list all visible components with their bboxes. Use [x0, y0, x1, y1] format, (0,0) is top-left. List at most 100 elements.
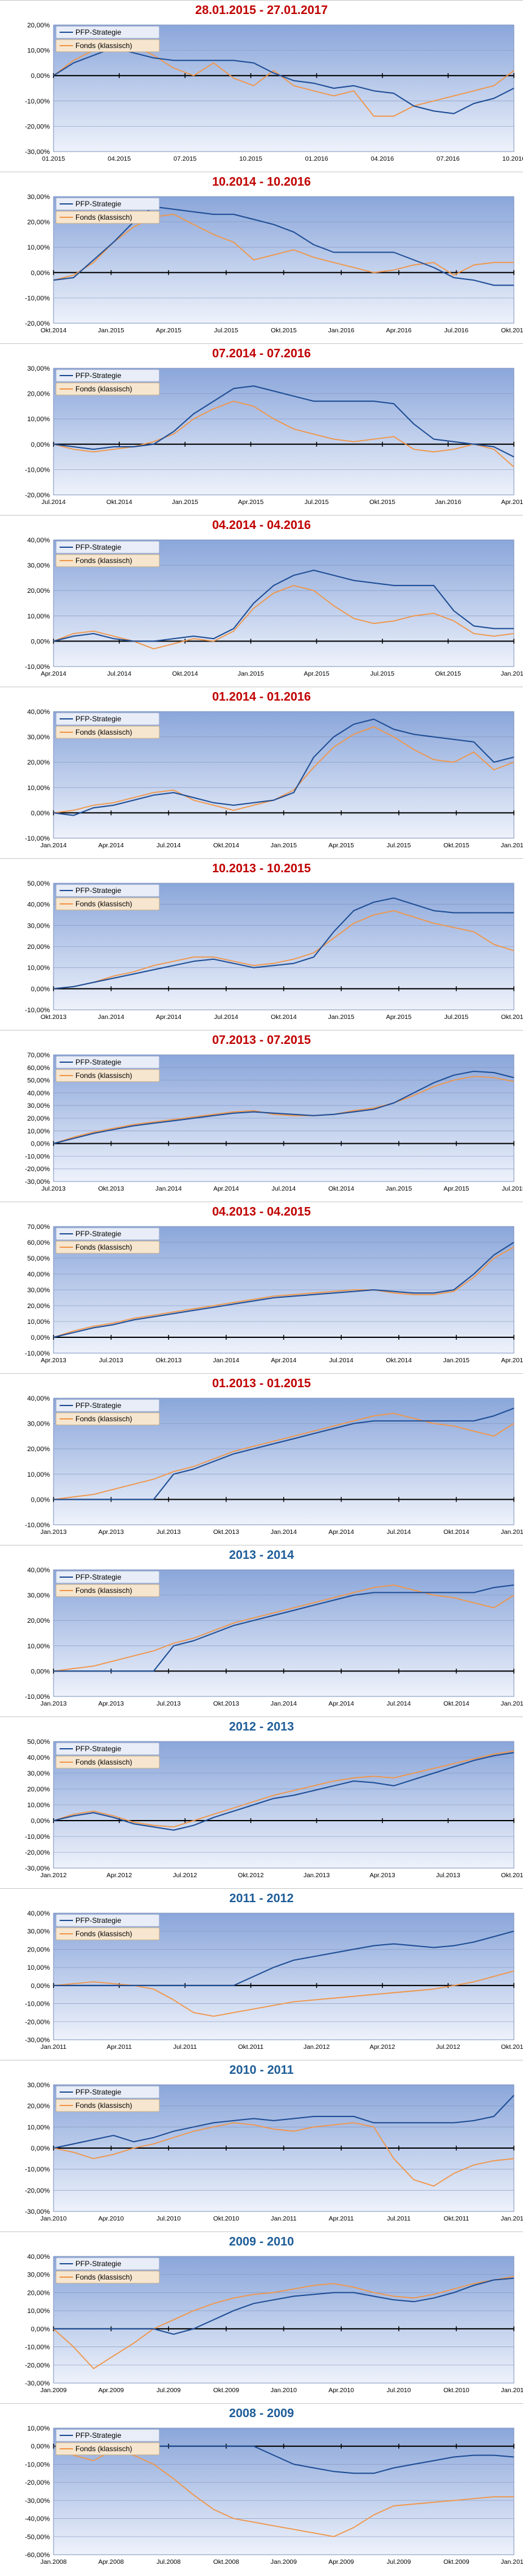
y-tick-label: 10,00%	[27, 2124, 50, 2131]
x-tick-label: Apr.2016	[386, 327, 412, 334]
line-chart: -30,00% -20,00% -10,00% 0,00% 10,00% 20,00% 01…	[25, 22, 523, 163]
y-tick-label: 0,00%	[31, 441, 50, 449]
y-tick-label: 0,00%	[31, 1141, 50, 1148]
x-tick-label: Jan.2013	[40, 1528, 66, 1536]
y-tick-label: -20,00%	[25, 123, 50, 130]
chart-panel: 04.2013 - 04.2015 -10,00% 0,00% 10,00% 20,00…	[0, 1202, 523, 1373]
chart-title: 28.01.2015 - 27.01.2017	[195, 4, 328, 17]
x-tick-label: 01.2016	[305, 155, 328, 163]
chart-title: 2011 - 2012	[229, 1892, 294, 1905]
x-tick-label: Jan.2016	[500, 670, 523, 677]
legend-label-fonds: Fonds (klassisch)	[75, 2273, 132, 2281]
y-tick-label: 30,00%	[27, 2272, 50, 2279]
legend: PFP-Strategie Fonds (klassisch)	[55, 541, 160, 567]
y-tick-label: -10,00%	[25, 295, 50, 302]
x-tick-label: Apr.2009	[328, 2558, 354, 2566]
y-tick-label: 30,00%	[27, 194, 50, 201]
x-tick-label: Jan.2008	[40, 2558, 66, 2566]
x-tick-label: Jul.2014	[387, 1700, 411, 1707]
y-tick-label: 0,00%	[31, 810, 50, 817]
y-tick-label: -10,00%	[25, 1007, 50, 1014]
x-tick-label: 04.2015	[108, 155, 131, 163]
series-line-pfp	[53, 2095, 514, 2149]
line-chart: -10,00% 0,00% 10,00% 20,00% 30,00% 40,00% Apr.…	[25, 537, 523, 677]
legend: PFP-Strategie Fonds (klassisch)	[55, 1742, 160, 1769]
y-tick-label: 40,00%	[27, 1567, 50, 1574]
x-tick-label: Okt.2016	[501, 327, 523, 334]
series-line-pfp	[53, 1071, 514, 1144]
y-tick-label: 30,00%	[27, 922, 50, 929]
y-tick-label: 0,00%	[31, 270, 50, 277]
series-line-fonds	[53, 1413, 514, 1500]
x-tick-label: 07.2015	[173, 155, 196, 163]
legend: PFP-Strategie Fonds (klassisch)	[55, 1399, 160, 1426]
x-tick-label: Okt.2013	[156, 1357, 182, 1364]
y-tick-label: 40,00%	[27, 2253, 50, 2261]
x-tick-label: 10.2015	[239, 155, 262, 163]
line-chart: -10,00% 0,00% 10,00% 20,00% 30,00% 40,00% Jan.…	[25, 1395, 523, 1536]
y-tick-label: 70,00%	[27, 1052, 50, 1059]
y-tick-label: 20,00%	[27, 1786, 50, 1793]
x-tick-label: Okt.2012	[238, 1872, 264, 1879]
x-tick-label: Okt.2010	[213, 2215, 240, 2222]
legend-label-pfp: PFP-Strategie	[75, 1916, 122, 1925]
x-tick-label: Jan.2014	[98, 1013, 124, 1021]
x-tick-label: Jul.2012	[436, 2043, 460, 2051]
x-tick-label: Jul.2009	[387, 2558, 411, 2566]
x-tick-label: Apr.2015	[386, 1013, 412, 1021]
x-tick-label: Jul.2014	[387, 1528, 411, 1536]
legend: PFP-Strategie Fonds (klassisch)	[55, 26, 160, 52]
line-chart: -20,00% -10,00% 0,00% 10,00% 20,00% 30,00% Okt…	[25, 194, 523, 334]
y-tick-label: -10,00%	[25, 2344, 50, 2351]
y-tick-label: -10,00%	[25, 663, 50, 671]
x-tick-label: Okt.2015	[271, 327, 297, 334]
x-tick-label: Okt.2014	[443, 1700, 469, 1707]
x-tick-label: Apr.2014	[271, 1357, 296, 1364]
legend-label-fonds: Fonds (klassisch)	[75, 385, 132, 393]
x-tick-label: Apr.2015	[304, 670, 330, 677]
x-tick-label: Apr.2014	[99, 842, 124, 849]
legend-label-fonds: Fonds (klassisch)	[75, 1586, 132, 1595]
legend-label-fonds: Fonds (klassisch)	[75, 41, 132, 50]
series-line-pfp	[54, 1584, 514, 1672]
y-tick-label: 0,00%	[31, 1496, 50, 1503]
y-tick-label: -30,00%	[25, 1178, 50, 1186]
y-tick-label: -10,00%	[25, 1153, 50, 1160]
y-tick-label: 30,00%	[27, 734, 50, 741]
x-tick-label: Jan.2011	[501, 2387, 523, 2394]
x-tick-label: Apr.2011	[328, 2215, 353, 2222]
x-tick-label: Apr.2011	[107, 2043, 132, 2051]
y-tick-label: 50,00%	[27, 1738, 50, 1746]
y-tick-label: 10,00%	[27, 785, 50, 792]
legend-label-fonds: Fonds (klassisch)	[75, 1415, 132, 1423]
legend-label-pfp: PFP-Strategie	[75, 371, 122, 380]
x-tick-label: Jan.2015	[443, 1357, 469, 1364]
series-line-pfp	[54, 1407, 514, 1500]
x-tick-label: Jul.2015	[370, 670, 395, 677]
legend-label-pfp: PFP-Strategie	[75, 200, 122, 208]
line-chart: -10,00% 0,00% 10,00% 20,00% 30,00% 40,00% Jan.…	[25, 709, 523, 849]
x-tick-label: Okt.2014	[386, 1357, 412, 1364]
y-tick-label: 20,00%	[27, 22, 50, 29]
legend-label-fonds: Fonds (klassisch)	[75, 900, 132, 908]
y-tick-label: 20,00%	[27, 1617, 50, 1625]
x-tick-label: Apr.2015	[238, 499, 263, 506]
y-tick-label: 50,00%	[27, 1255, 50, 1262]
chart-panel: 07.2013 - 07.2015 -30,00% -20,00% -10,00% 0,…	[0, 1030, 523, 1202]
y-tick-label: 0,00%	[31, 2326, 50, 2333]
line-chart: -60,00% -50,00% -40,00% -30,00% -20,00% -10,0…	[25, 2425, 523, 2566]
chart-title: 10.2014 - 10.2016	[212, 175, 311, 189]
x-tick-label: Okt.2015	[435, 670, 462, 677]
x-tick-label: 07.2016	[437, 155, 460, 163]
y-tick-label: 0,00%	[31, 638, 50, 645]
legend-label-fonds: Fonds (klassisch)	[75, 213, 132, 222]
y-tick-label: 40,00%	[27, 1395, 50, 1402]
x-tick-label: Jan.2015	[172, 499, 198, 506]
y-tick-label: 20,00%	[27, 391, 50, 398]
legend-label-fonds: Fonds (klassisch)	[75, 2101, 132, 2110]
chart-title: 2009 - 2010	[229, 2235, 294, 2249]
chart-title: 2010 - 2011	[229, 2063, 294, 2077]
x-tick-label: Apr.2013	[41, 1357, 66, 1364]
y-tick-label: 70,00%	[27, 1223, 50, 1231]
